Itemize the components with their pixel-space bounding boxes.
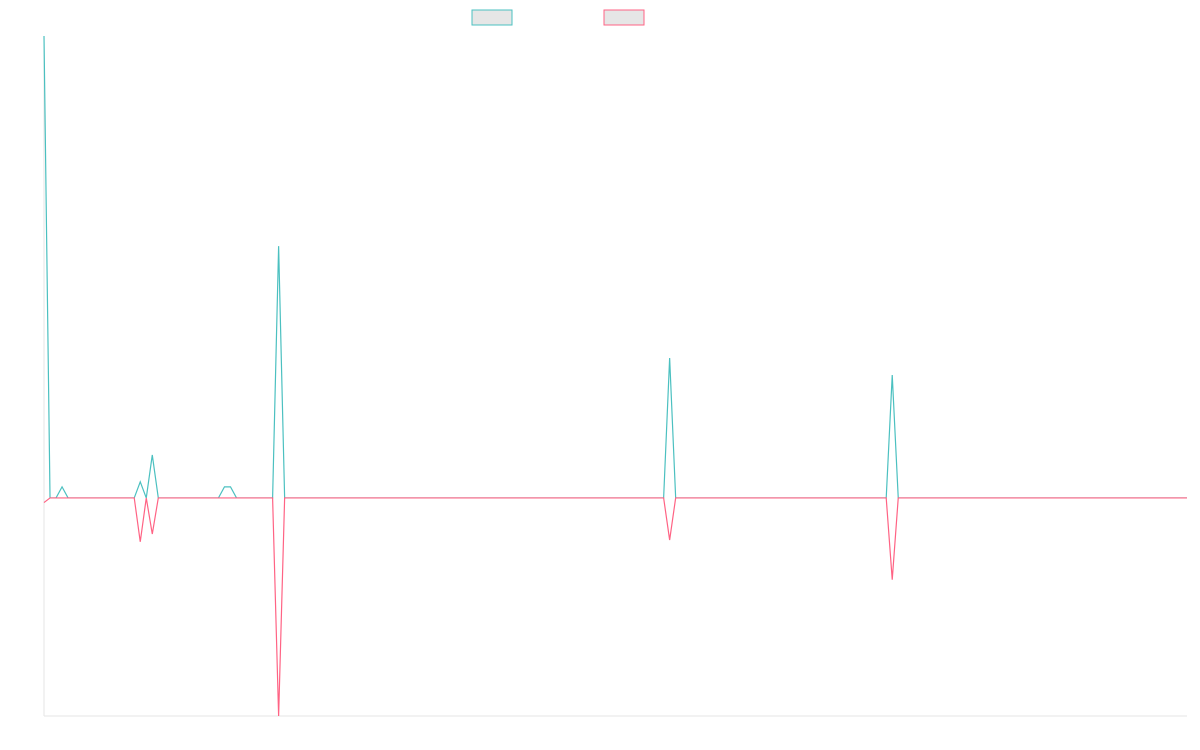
legend-swatch[interactable]: [471, 9, 513, 26]
series-line: [43, 497, 1187, 717]
legend-swatch[interactable]: [603, 9, 645, 26]
series-line: [43, 35, 1187, 499]
